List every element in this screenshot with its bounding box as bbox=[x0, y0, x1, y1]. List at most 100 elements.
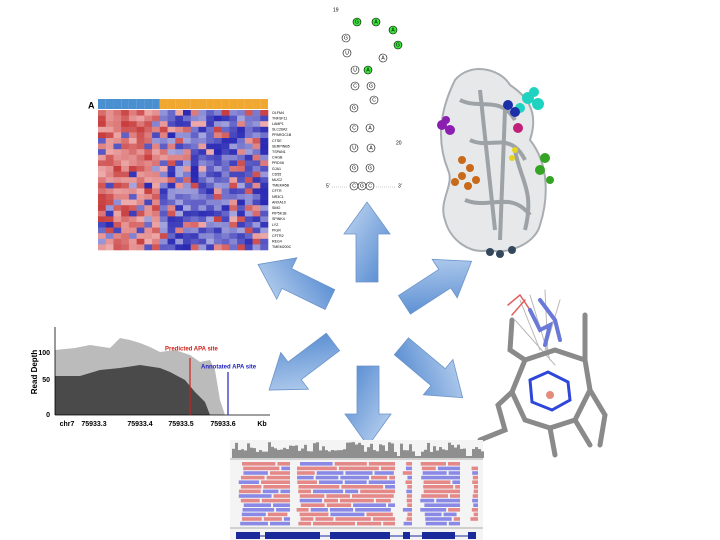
read bbox=[355, 508, 391, 512]
heat-cell bbox=[260, 233, 269, 240]
coverage-bar bbox=[316, 442, 319, 458]
gene-label: SIM2 bbox=[272, 206, 280, 210]
heat-cell bbox=[128, 160, 137, 167]
heat-cell bbox=[183, 199, 192, 206]
heat-cell bbox=[167, 222, 176, 228]
nucleotide: G bbox=[369, 84, 373, 90]
heat-cell bbox=[183, 177, 192, 184]
nucleotide: G bbox=[396, 43, 400, 49]
heat-cell bbox=[159, 199, 168, 206]
heat-cell bbox=[252, 194, 261, 200]
read bbox=[371, 475, 388, 480]
heat-cell bbox=[128, 222, 137, 228]
coverage-bar bbox=[415, 456, 418, 458]
heat-cell bbox=[105, 188, 114, 195]
heat-cell bbox=[206, 238, 215, 245]
nucleotide-node bbox=[352, 17, 362, 27]
read bbox=[263, 517, 282, 521]
nucleotide-node bbox=[369, 95, 379, 105]
heat-cell bbox=[159, 149, 168, 156]
heat-cell bbox=[136, 166, 145, 172]
heat-cell bbox=[213, 149, 222, 156]
heat-cell bbox=[252, 244, 261, 251]
heat-cell bbox=[190, 188, 199, 195]
heat-cell bbox=[260, 166, 269, 172]
y-tick-label: 50 bbox=[42, 377, 50, 384]
nucleotide: G bbox=[344, 36, 348, 42]
heat-cell bbox=[136, 199, 145, 206]
gene-label: TNFSF11 bbox=[272, 116, 287, 120]
heat-cell bbox=[144, 143, 153, 150]
heat-cell bbox=[167, 138, 176, 144]
heat-cell bbox=[113, 238, 122, 245]
heat-cell bbox=[206, 132, 215, 139]
coverage-bar bbox=[337, 450, 340, 458]
read bbox=[316, 471, 344, 475]
read bbox=[312, 489, 344, 494]
heat-cell bbox=[244, 210, 253, 217]
heat-cell bbox=[175, 227, 184, 234]
heat-cell bbox=[198, 194, 207, 200]
read bbox=[300, 503, 325, 507]
five-prime: 5' bbox=[326, 183, 330, 189]
heat-cell bbox=[144, 149, 153, 156]
heat-cell bbox=[121, 166, 130, 172]
annotation: Predicted APA site bbox=[165, 347, 218, 353]
heat-cell bbox=[175, 132, 184, 139]
heat-cell bbox=[175, 160, 184, 167]
heat-cell bbox=[167, 110, 176, 116]
read bbox=[273, 494, 290, 498]
heat-cell bbox=[221, 210, 230, 217]
heat-cell bbox=[136, 171, 145, 178]
read bbox=[242, 462, 276, 466]
heat-cell bbox=[113, 188, 122, 195]
heat-cell bbox=[105, 222, 114, 228]
heat-cell bbox=[159, 194, 168, 200]
heat-cell bbox=[252, 143, 261, 150]
heat-cell bbox=[213, 126, 222, 133]
heat-cell bbox=[175, 177, 184, 184]
heat-cell bbox=[167, 233, 176, 240]
arrow-down-left bbox=[268, 332, 341, 391]
read bbox=[402, 471, 412, 475]
gene-label: PPARGC1B bbox=[272, 133, 292, 137]
heat-cell bbox=[252, 132, 261, 139]
nucleotide: U bbox=[345, 51, 349, 57]
heat-cell bbox=[159, 154, 168, 161]
heat-cell bbox=[190, 233, 199, 240]
heat-cell bbox=[136, 160, 145, 167]
heat-cell bbox=[244, 138, 253, 144]
heat-cell bbox=[105, 233, 114, 240]
heat-cell bbox=[175, 138, 184, 144]
heat-cell bbox=[175, 166, 184, 172]
heat-cell bbox=[213, 238, 222, 245]
read bbox=[299, 498, 323, 503]
y-axis-label: Read Depth bbox=[30, 350, 39, 395]
heat-cell bbox=[183, 110, 192, 116]
heat-cell bbox=[260, 171, 269, 178]
heat-cell bbox=[167, 205, 176, 212]
read bbox=[437, 466, 460, 471]
heat-cell bbox=[98, 154, 107, 161]
heat-cell bbox=[121, 194, 130, 200]
read bbox=[423, 489, 460, 494]
coverage-bar bbox=[370, 443, 373, 458]
heat-cell bbox=[221, 143, 230, 150]
heat-cell bbox=[244, 110, 253, 116]
coverage-bar bbox=[244, 450, 247, 458]
read bbox=[269, 521, 290, 526]
nucleotide-node bbox=[378, 53, 388, 63]
heat-cell bbox=[113, 177, 122, 184]
read bbox=[267, 512, 288, 517]
read bbox=[344, 480, 367, 484]
heat-cell bbox=[260, 188, 269, 195]
heat-cell bbox=[113, 222, 122, 228]
nucleotide-node bbox=[349, 103, 359, 113]
heat-cell bbox=[152, 143, 161, 150]
coverage-bar bbox=[301, 448, 304, 458]
heat-cell bbox=[213, 177, 222, 184]
heat-cell bbox=[105, 238, 114, 245]
heat-cell bbox=[244, 205, 253, 212]
